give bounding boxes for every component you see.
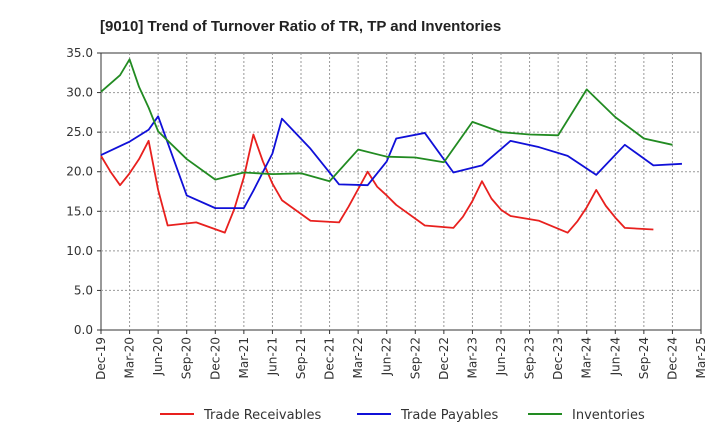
x-tick-label: Sep-21	[294, 337, 308, 379]
x-tick-label: Mar-23	[465, 337, 479, 378]
legend-label-0: Trade Receivables	[203, 408, 321, 423]
chart-title: [9010] Trend of Turnover Ratio of TR, TP…	[100, 18, 501, 35]
x-tick-label: Sep-23	[523, 337, 537, 379]
x-tick-label: Dec-21	[323, 337, 337, 380]
x-tick-label: Jun-24	[608, 337, 622, 376]
x-tick-label: Mar-21	[237, 337, 251, 378]
series-line-1	[100, 115, 682, 210]
x-tick-label: Jun-20	[151, 337, 165, 376]
x-tick-label: Dec-20	[208, 337, 222, 380]
y-tick-label: 0.0	[74, 323, 93, 337]
x-tick-label: Jun-23	[494, 337, 508, 376]
x-tick-label: Jun-21	[265, 337, 279, 376]
x-tick-label: Mar-24	[580, 337, 594, 378]
x-tick-label: Sep-20	[180, 337, 194, 379]
x-tick-label: Mar-22	[351, 337, 365, 378]
series-line-2	[100, 58, 673, 183]
series-layer	[100, 58, 682, 234]
x-tick-label: Dec-23	[551, 337, 565, 380]
legend-label-1: Trade Payables	[400, 408, 498, 423]
y-tick-label: 25.0	[66, 125, 93, 139]
x-tick-label: Mar-25	[694, 337, 708, 378]
y-tick-label: 35.0	[66, 46, 93, 60]
y-tick-label: 5.0	[74, 283, 93, 297]
y-tick-label: 30.0	[66, 86, 93, 100]
x-tick-label: Dec-24	[665, 337, 679, 380]
x-tick-label: Sep-22	[408, 337, 422, 379]
plot-area	[100, 52, 702, 331]
grid-lines	[101, 53, 701, 330]
legend-label-2: Inventories	[572, 408, 645, 423]
y-tick-label: 20.0	[66, 165, 93, 179]
y-tick-label: 10.0	[66, 244, 93, 258]
x-tick-label: Mar-20	[123, 337, 137, 378]
plot-frame	[100, 52, 702, 331]
legend: Trade Receivables Trade Payables Inventori…	[160, 408, 645, 423]
x-tick-label: Dec-22	[437, 337, 451, 380]
series-line-0	[100, 133, 654, 234]
x-tick-label: Jun-22	[380, 337, 394, 376]
y-axis: 0.0 5.0 10.0 15.0 20.0 25.0 30.0 35.0	[66, 46, 101, 337]
x-axis: Dec-19 Mar-20 Jun-20 Sep-20 Dec-20 Mar-21 Jun-…	[94, 330, 708, 380]
y-tick-label: 15.0	[66, 204, 93, 218]
x-tick-label: Dec-19	[94, 337, 108, 380]
x-tick-label: Sep-24	[637, 337, 651, 379]
